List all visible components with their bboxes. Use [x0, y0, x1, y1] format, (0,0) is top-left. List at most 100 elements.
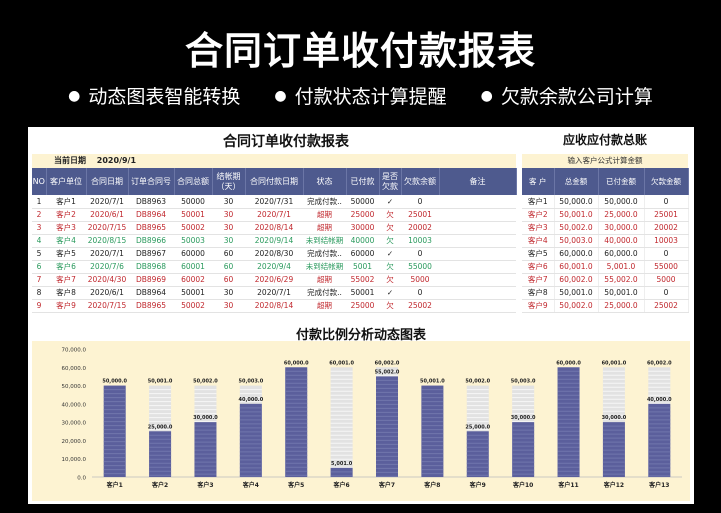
- table-cell[interactable]: 客户5: [522, 247, 555, 261]
- table-cell[interactable]: ✓: [379, 247, 401, 261]
- table-cell[interactable]: 50002: [174, 221, 212, 235]
- table-cell[interactable]: DB8966: [128, 234, 174, 248]
- table-cell[interactable]: 60,000.0: [598, 247, 645, 261]
- table-cell[interactable]: 超期: [303, 273, 346, 287]
- table-cell[interactable]: 60: [212, 260, 245, 274]
- table-cell[interactable]: 55000: [644, 260, 689, 274]
- table-cell[interactable]: 客户4: [522, 234, 555, 248]
- table-cell[interactable]: 欠: [379, 260, 401, 274]
- table-cell[interactable]: 40,000.0: [598, 234, 645, 248]
- table-cell[interactable]: 2020/6/1: [86, 208, 128, 222]
- table-cell[interactable]: 60000: [174, 247, 212, 261]
- table-cell[interactable]: [439, 195, 516, 209]
- table-cell[interactable]: 未到结帐期: [303, 260, 346, 274]
- table-cell[interactable]: 50,000.0: [554, 195, 599, 209]
- table-cell[interactable]: 55000: [401, 260, 439, 274]
- table-cell[interactable]: DB8964: [128, 208, 174, 222]
- table-cell[interactable]: 5000: [401, 273, 439, 287]
- table-cell[interactable]: [439, 286, 516, 300]
- table-cell[interactable]: 60,000.0: [554, 247, 599, 261]
- table-cell[interactable]: 2020/7/1: [245, 208, 303, 222]
- table-cell[interactable]: 8: [32, 286, 46, 300]
- table-cell[interactable]: 25,000.0: [598, 208, 645, 222]
- date-value[interactable]: 2020/9/1: [96, 156, 137, 165]
- table-cell[interactable]: 7: [32, 273, 46, 287]
- table-cell[interactable]: 50002: [174, 299, 212, 313]
- table-cell[interactable]: 30: [212, 286, 245, 300]
- table-cell[interactable]: 0: [644, 286, 689, 300]
- table-cell[interactable]: 客户2: [522, 208, 555, 222]
- table-cell[interactable]: ✓: [379, 286, 401, 300]
- table-cell[interactable]: 2020/7/31: [245, 195, 303, 209]
- table-cell[interactable]: 50,001.0: [554, 286, 599, 300]
- table-cell[interactable]: 10003: [644, 234, 689, 248]
- table-cell[interactable]: 50,002.0: [554, 299, 599, 313]
- table-cell[interactable]: 2020/7/6: [86, 260, 128, 274]
- table-cell[interactable]: 50,000.0: [598, 195, 645, 209]
- table-cell[interactable]: 5000: [644, 273, 689, 287]
- table-cell[interactable]: 25002: [644, 299, 689, 313]
- table-cell[interactable]: DB8968: [128, 260, 174, 274]
- table-cell[interactable]: 2020/7/15: [86, 299, 128, 313]
- table-cell[interactable]: 完成付款..: [303, 247, 346, 261]
- table-cell[interactable]: 25002: [401, 299, 439, 313]
- table-cell[interactable]: DB8969: [128, 273, 174, 287]
- table-cell[interactable]: DB8963: [128, 195, 174, 209]
- table-cell[interactable]: 客户9: [46, 299, 86, 313]
- table-cell[interactable]: 欠: [379, 273, 401, 287]
- table-cell[interactable]: 客户1: [46, 195, 86, 209]
- table-cell[interactable]: 完成付款..: [303, 195, 346, 209]
- table-cell[interactable]: 欠: [379, 234, 401, 248]
- table-cell[interactable]: 客户6: [522, 260, 555, 274]
- table-cell[interactable]: 50000: [174, 195, 212, 209]
- table-cell[interactable]: 55,002.0: [598, 273, 645, 287]
- table-cell[interactable]: 5,001.0: [598, 260, 645, 274]
- table-cell[interactable]: [439, 299, 516, 313]
- table-cell[interactable]: 2020/4/30: [86, 273, 128, 287]
- table-cell[interactable]: 0: [401, 195, 439, 209]
- table-cell[interactable]: 60: [212, 273, 245, 287]
- table-cell[interactable]: 60000: [346, 247, 379, 261]
- table-cell[interactable]: 0: [401, 247, 439, 261]
- table-cell[interactable]: 2020/7/1: [86, 195, 128, 209]
- table-cell[interactable]: 2020/7/15: [86, 221, 128, 235]
- table-cell[interactable]: 0: [401, 286, 439, 300]
- table-cell[interactable]: 30: [212, 299, 245, 313]
- table-cell[interactable]: 25000: [346, 208, 379, 222]
- table-cell[interactable]: 欠: [379, 299, 401, 313]
- table-cell[interactable]: 4: [32, 234, 46, 248]
- table-cell[interactable]: 欠: [379, 221, 401, 235]
- table-cell[interactable]: 30: [212, 234, 245, 248]
- table-cell[interactable]: 2020/8/15: [86, 234, 128, 248]
- table-cell[interactable]: 2020/8/30: [245, 247, 303, 261]
- table-cell[interactable]: 0: [644, 195, 689, 209]
- table-cell[interactable]: 欠: [379, 208, 401, 222]
- table-cell[interactable]: 客户1: [522, 195, 555, 209]
- table-cell[interactable]: 25,000.0: [598, 299, 645, 313]
- table-cell[interactable]: 30000: [346, 221, 379, 235]
- table-cell[interactable]: 25001: [401, 208, 439, 222]
- table-cell[interactable]: 客户3: [46, 221, 86, 235]
- table-cell[interactable]: 60,002.0: [554, 273, 599, 287]
- table-cell[interactable]: DB8965: [128, 221, 174, 235]
- table-cell[interactable]: 客户8: [46, 286, 86, 300]
- table-cell[interactable]: 5001: [346, 260, 379, 274]
- table-cell[interactable]: 超期: [303, 299, 346, 313]
- table-cell[interactable]: 客户9: [522, 299, 555, 313]
- table-cell[interactable]: 50001: [346, 286, 379, 300]
- table-cell[interactable]: 客户2: [46, 208, 86, 222]
- table-cell[interactable]: 50,001.0: [554, 208, 599, 222]
- table-cell[interactable]: 5: [32, 247, 46, 261]
- table-cell[interactable]: 客户7: [46, 273, 86, 287]
- table-cell[interactable]: 40000: [346, 234, 379, 248]
- table-cell[interactable]: 2020/8/14: [245, 221, 303, 235]
- table-cell[interactable]: 2: [32, 208, 46, 222]
- table-cell[interactable]: 30: [212, 195, 245, 209]
- table-cell[interactable]: 50,003.0: [554, 234, 599, 248]
- table-cell[interactable]: 2020/9/4: [245, 260, 303, 274]
- table-cell[interactable]: 20002: [401, 221, 439, 235]
- table-cell[interactable]: 60: [212, 247, 245, 261]
- table-cell[interactable]: 2020/6/1: [86, 286, 128, 300]
- table-cell[interactable]: [439, 260, 516, 274]
- table-cell[interactable]: 55002: [346, 273, 379, 287]
